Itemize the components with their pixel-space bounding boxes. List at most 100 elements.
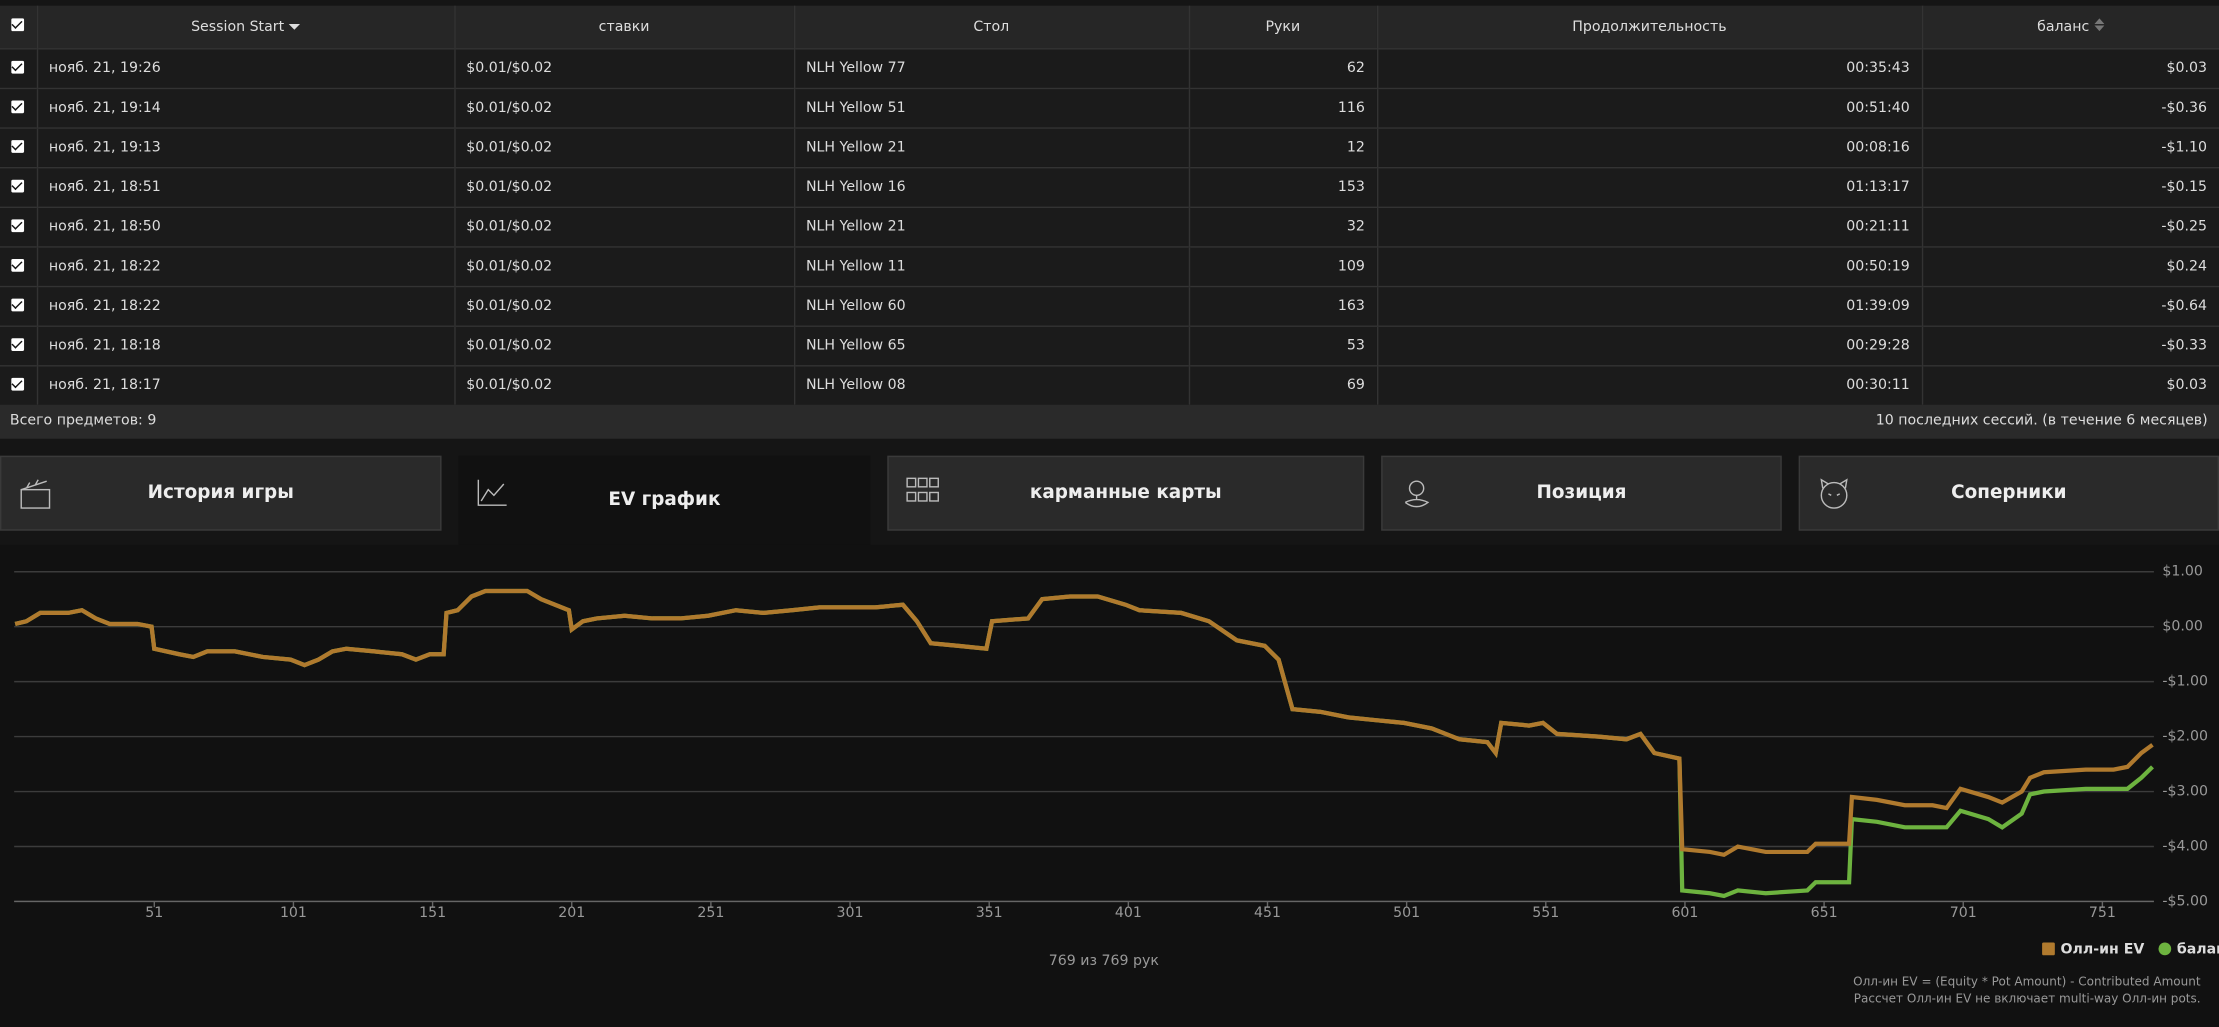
chart-caption: 769 из 769 рук bbox=[1049, 953, 1160, 969]
checkbox[interactable] bbox=[11, 337, 25, 351]
table-row: нояб. 21, 18:50 $0.01/$0.02 NLH Yellow 21 3… bbox=[0, 206, 2219, 247]
checkbox[interactable] bbox=[11, 258, 25, 272]
x-tick-label: 351 bbox=[976, 905, 1003, 921]
row-checkbox[interactable] bbox=[0, 206, 38, 247]
table-cell: $0.01/$0.02 bbox=[454, 206, 795, 247]
sessions-note: 10 последних сессий. (в течение 6 месяце… bbox=[1875, 413, 2208, 429]
table-cell: нояб. 21, 19:26 bbox=[36, 48, 455, 89]
header-label: ставки bbox=[598, 19, 650, 35]
table-cell: нояб. 21, 19:14 bbox=[36, 87, 455, 129]
sort-icon bbox=[2093, 18, 2104, 32]
column-header[interactable]: Руки bbox=[1188, 5, 1378, 49]
table-row: нояб. 21, 18:51 $0.01/$0.02 NLH Yellow 16 1… bbox=[0, 166, 2219, 208]
total-count: Всего предметов: 9 bbox=[9, 413, 157, 429]
row-checkbox[interactable] bbox=[0, 48, 38, 89]
tab[interactable]: Соперники bbox=[1798, 455, 2219, 531]
row-checkbox[interactable] bbox=[0, 246, 38, 287]
legend-swatch bbox=[2042, 942, 2055, 956]
table-cell: NLH Yellow 65 bbox=[793, 325, 1190, 366]
table-cell: -$0.15 bbox=[1921, 166, 2219, 208]
row-checkbox[interactable] bbox=[0, 285, 38, 327]
table-cell: 00:29:28 bbox=[1376, 325, 1923, 366]
table-cell: $0.01/$0.02 bbox=[454, 365, 795, 405]
tab[interactable]: Позиция bbox=[1381, 455, 1782, 531]
series-line bbox=[14, 588, 2154, 858]
column-header[interactable]: Стол bbox=[793, 5, 1190, 49]
y-tick-label: -$1.00 bbox=[2162, 674, 2208, 690]
table-row: нояб. 21, 18:17 $0.01/$0.02 NLH Yellow 08 6… bbox=[0, 365, 2219, 405]
checkbox[interactable] bbox=[11, 297, 25, 311]
table-row: нояб. 21, 18:22 $0.01/$0.02 NLH Yellow 11 1… bbox=[0, 246, 2219, 287]
legend-label: баланс bbox=[2177, 942, 2219, 958]
column-header[interactable]: баланс bbox=[1921, 5, 2219, 49]
table-cell: 00:08:16 bbox=[1376, 127, 1923, 168]
table-cell: NLH Yellow 08 bbox=[793, 365, 1190, 405]
table-cell: 62 bbox=[1188, 48, 1378, 89]
column-header[interactable]: Session Start bbox=[36, 5, 455, 49]
table-cell: $0.01/$0.02 bbox=[454, 246, 795, 287]
x-tick-label: 601 bbox=[1671, 905, 1698, 921]
y-tick-label: $0.00 bbox=[2162, 619, 2202, 635]
table-cell: $0.03 bbox=[1921, 365, 2219, 405]
checkbox[interactable] bbox=[11, 139, 25, 153]
column-header[interactable]: Продолжительность bbox=[1376, 5, 1923, 49]
chart-note: Рассчет Олл-ин EV не включает multi-way … bbox=[1854, 992, 2201, 1006]
tab[interactable]: История игры bbox=[0, 455, 442, 531]
tab-label: История игры bbox=[147, 482, 294, 504]
table-cell: -$0.33 bbox=[1921, 325, 2219, 366]
table-row: нояб. 21, 19:26 $0.01/$0.02 NLH Yellow 77 6… bbox=[0, 48, 2219, 89]
row-checkbox[interactable] bbox=[0, 87, 38, 129]
row-checkbox[interactable] bbox=[0, 325, 38, 366]
checkbox[interactable] bbox=[11, 60, 25, 73]
checkbox[interactable] bbox=[11, 99, 25, 113]
x-tick-label: 251 bbox=[697, 905, 724, 921]
x-tick-label: 201 bbox=[558, 905, 585, 921]
table-cell: нояб. 21, 18:50 bbox=[36, 206, 455, 247]
row-checkbox[interactable] bbox=[0, 365, 38, 405]
legend-label: Олл-ин EV bbox=[2061, 942, 2145, 958]
table-cell: нояб. 21, 18:17 bbox=[36, 365, 455, 405]
table-cell: 109 bbox=[1188, 246, 1378, 287]
table-cell: $0.01/$0.02 bbox=[454, 48, 795, 89]
table-cell: NLH Yellow 21 bbox=[793, 206, 1190, 247]
row-checkbox[interactable] bbox=[0, 127, 38, 168]
checkbox[interactable] bbox=[11, 179, 25, 192]
tab-label: Позиция bbox=[1536, 482, 1627, 504]
tab[interactable]: карманные карты bbox=[887, 455, 1365, 531]
header-label: баланс bbox=[2037, 19, 2090, 36]
table-footer: Всего предметов: 9 10 последних сессий. … bbox=[0, 404, 2219, 439]
table-cell: 00:30:11 bbox=[1376, 365, 1923, 405]
table-cell: нояб. 21, 18:18 bbox=[36, 325, 455, 366]
table-cell: 01:39:09 bbox=[1376, 285, 1923, 327]
table-cell: NLH Yellow 51 bbox=[793, 87, 1190, 129]
table-cell: нояб. 21, 18:22 bbox=[36, 285, 455, 327]
row-checkbox[interactable] bbox=[0, 166, 38, 208]
table-cell: 163 bbox=[1188, 285, 1378, 327]
table-cell: NLH Yellow 11 bbox=[793, 246, 1190, 287]
checkbox[interactable] bbox=[11, 377, 25, 390]
x-tick-label: 751 bbox=[2089, 905, 2116, 921]
table-cell: -$1.10 bbox=[1921, 127, 2219, 168]
header-label: Руки bbox=[1265, 19, 1301, 35]
y-tick-label: -$5.00 bbox=[2162, 893, 2208, 909]
x-tick-label: 51 bbox=[145, 905, 163, 921]
tab[interactable]: EV график bbox=[458, 455, 871, 545]
header-label: Session Start bbox=[191, 19, 285, 35]
select-all[interactable] bbox=[0, 5, 38, 49]
column-header[interactable]: ставки bbox=[454, 5, 795, 49]
table-cell: 00:50:19 bbox=[1376, 246, 1923, 287]
x-tick-label: 451 bbox=[1254, 905, 1281, 921]
table-cell: NLH Yellow 21 bbox=[793, 127, 1190, 168]
y-tick-label: -$3.00 bbox=[2162, 784, 2208, 800]
sort-icon bbox=[288, 23, 300, 30]
table-cell: 153 bbox=[1188, 166, 1378, 208]
table-cell: -$0.36 bbox=[1921, 87, 2219, 129]
table-cell: $0.01/$0.02 bbox=[454, 127, 795, 168]
tab-label: карманные карты bbox=[1029, 482, 1222, 504]
table-cell: 53 bbox=[1188, 325, 1378, 366]
checkbox[interactable] bbox=[11, 218, 25, 232]
header-label: Продолжительность bbox=[1572, 19, 1727, 35]
table-cell: $0.03 bbox=[1921, 48, 2219, 89]
x-tick-label: 651 bbox=[1811, 905, 1838, 921]
